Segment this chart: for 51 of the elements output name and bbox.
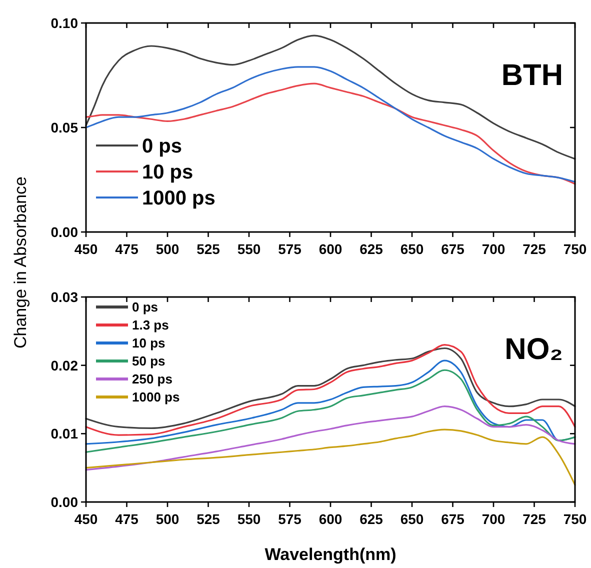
x-tick-label: 600 — [318, 241, 342, 257]
text: BTH — [501, 59, 563, 92]
legend-label: 10 ps — [132, 336, 166, 351]
y-tick-label: 0.03 — [50, 289, 78, 305]
legend-label: 10 ps — [142, 162, 194, 184]
y-tick-label: 0.01 — [50, 426, 78, 442]
x-tick-label: 550 — [237, 511, 261, 527]
legend-label: 1.3 ps — [132, 318, 169, 333]
x-tick-label: 725 — [522, 241, 546, 257]
y-tick-label: 0.00 — [50, 224, 78, 240]
x-tick-label: 525 — [196, 511, 220, 527]
y-axis-title: Change in Absorbance — [11, 176, 30, 349]
y-tick-label: 0.05 — [50, 120, 78, 136]
x-tick-label: 625 — [360, 511, 384, 527]
x-tick-label: 550 — [237, 241, 261, 257]
x-tick-label: 475 — [115, 511, 139, 527]
legend-label: 250 ps — [132, 372, 172, 387]
x-tick-label: 450 — [74, 241, 98, 257]
legend-label: 0 ps — [142, 136, 182, 158]
x-tick-label: 500 — [156, 241, 180, 257]
x-tick-label: 450 — [74, 511, 98, 527]
line-series — [85, 369, 576, 453]
y-tick-label: 0.02 — [50, 357, 78, 374]
legend-label: 50 ps — [132, 354, 166, 369]
x-axis-title: Wavelength(nm) — [264, 545, 396, 564]
x-tick-label: 725 — [522, 511, 546, 527]
x-tick-label: 700 — [482, 511, 506, 527]
line-series — [85, 406, 576, 471]
legend-label: 1000 ps — [142, 188, 216, 210]
x-tick-label: 625 — [360, 241, 384, 257]
text: NO₂ — [504, 333, 563, 366]
legend-label: 1000 ps — [132, 390, 180, 405]
x-tick-label: 700 — [482, 241, 506, 257]
line-series — [85, 428, 576, 486]
x-tick-label: 750 — [563, 241, 587, 257]
x-tick-label: 675 — [441, 241, 465, 257]
x-tick-label: 475 — [115, 241, 139, 257]
x-tick-label: 575 — [278, 241, 302, 257]
x-tick-label: 650 — [400, 511, 424, 527]
x-tick-label: 575 — [278, 511, 302, 527]
x-tick-label: 675 — [441, 511, 465, 527]
line-series — [85, 34, 576, 160]
x-tick-label: 500 — [156, 511, 180, 527]
y-tick-label: 0.10 — [50, 15, 78, 31]
x-tick-label: 600 — [318, 511, 342, 527]
x-tick-label: 650 — [400, 241, 424, 257]
legend-label: 0 ps — [132, 300, 158, 315]
line-series — [85, 66, 576, 183]
y-tick-label: 0.00 — [50, 494, 78, 510]
x-tick-label: 525 — [196, 241, 220, 257]
x-tick-label: 750 — [563, 511, 587, 527]
